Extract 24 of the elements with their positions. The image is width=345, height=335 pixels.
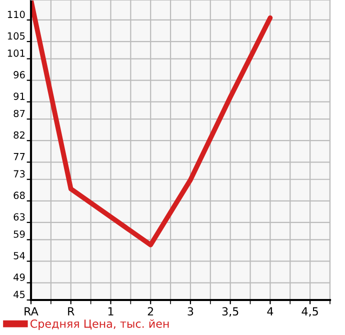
y-tick-label: 110 [8,10,25,18]
x-tick-label: 1 [108,307,114,316]
x-tick-label: 3 [188,307,194,316]
y-tick-label: 59 [14,230,25,238]
y-tick-label: 82 [14,131,24,139]
y-tick-label: 68 [14,192,25,200]
y-tick-label: 96 [14,71,25,78]
y-tick-label: 63 [14,213,25,221]
x-tick-label: R [68,307,74,316]
y-tick-label: 54 [14,252,25,260]
y-tick-label: 77 [14,153,25,160]
x-tick-label: 4,5 [302,307,318,317]
y-tick-label: 105 [8,32,25,40]
x-tick-label: 4 [267,307,274,316]
y-tick-label: 101 [8,50,25,57]
y-tick-label: 87 [14,110,25,118]
x-tick-label: 2 [148,307,154,316]
y-tick-label: 73 [14,170,25,178]
x-tick-label: RA [24,307,38,316]
legend-label: Средняя Цена, тыс. йен [30,319,169,330]
x-tick-label: 3,5 [222,307,238,317]
y-tick-label: 91 [14,92,25,100]
y-tick-label: 49 [14,274,25,281]
y-tick-label: 45 [14,290,25,298]
